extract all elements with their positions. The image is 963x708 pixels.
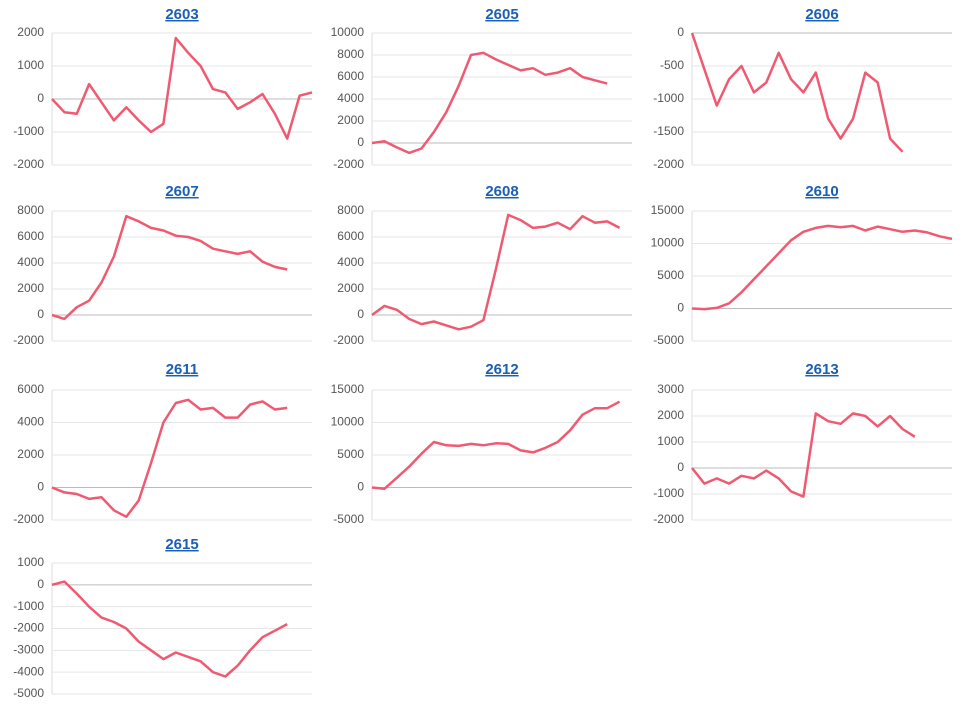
y-tick-label: 5000 <box>657 268 684 282</box>
y-tick-label: -2000 <box>333 333 364 347</box>
y-tick-label: -5000 <box>13 686 44 700</box>
y-tick-label: 0 <box>357 480 364 494</box>
chart-title[interactable]: 2612 <box>485 361 518 378</box>
y-tick-label: 8000 <box>337 47 364 61</box>
y-tick-label: 0 <box>37 577 44 591</box>
y-tick-label: -4000 <box>13 664 44 678</box>
y-tick-label: 6000 <box>337 229 364 243</box>
y-tick-label: 0 <box>677 301 684 315</box>
y-tick-label: 15000 <box>331 382 365 396</box>
y-tick-label: 10000 <box>651 236 685 250</box>
y-tick-label: -3000 <box>13 643 44 657</box>
y-tick-label: 0 <box>357 135 364 149</box>
y-tick-label: 10000 <box>331 25 365 39</box>
data-line <box>51 398 288 519</box>
y-tick-label: 4000 <box>337 255 364 269</box>
y-tick-label: -1000 <box>653 486 684 500</box>
y-tick-label: 0 <box>37 91 44 105</box>
y-tick-label: -5000 <box>333 512 364 526</box>
y-tick-label: 1000 <box>17 555 44 569</box>
y-tick-label: 4000 <box>337 91 364 105</box>
data-line <box>51 214 288 321</box>
y-tick-label: -1000 <box>653 91 684 105</box>
data-line <box>371 51 608 155</box>
y-tick-label: 0 <box>37 480 44 494</box>
y-tick-label: 15000 <box>651 203 685 217</box>
y-tick-label: -2000 <box>13 621 44 635</box>
y-tick-label: 2000 <box>657 408 684 422</box>
chart-title[interactable]: 2606 <box>805 6 838 23</box>
y-tick-label: 6000 <box>17 229 44 243</box>
y-tick-label: -2000 <box>13 512 44 526</box>
y-tick-label: -1000 <box>13 599 44 613</box>
y-tick-label: 2000 <box>337 281 364 295</box>
y-tick-label: 8000 <box>17 203 44 217</box>
y-tick-label: 1000 <box>657 434 684 448</box>
data-line <box>691 224 953 311</box>
y-tick-label: 2000 <box>17 281 44 295</box>
chart-title[interactable]: 2607 <box>165 183 198 200</box>
y-tick-label: 8000 <box>337 203 364 217</box>
y-tick-label: 3000 <box>657 382 684 396</box>
chart-title[interactable]: 2613 <box>805 361 838 378</box>
data-line <box>371 400 621 491</box>
y-tick-label: -2000 <box>13 333 44 347</box>
y-tick-label: 10000 <box>331 415 365 429</box>
chart-title[interactable]: 2615 <box>165 536 198 553</box>
y-tick-label: 0 <box>677 460 684 474</box>
data-line <box>51 36 313 140</box>
y-tick-label: 1000 <box>17 58 44 72</box>
data-line <box>371 213 621 331</box>
y-tick-label: 2000 <box>337 113 364 127</box>
data-line <box>690 32 904 153</box>
chart-title[interactable]: 2608 <box>485 183 518 200</box>
y-tick-label: -1500 <box>653 124 684 138</box>
y-tick-label: -2000 <box>653 512 684 526</box>
y-tick-label: 0 <box>37 307 44 321</box>
chart-title[interactable]: 2610 <box>805 183 838 200</box>
y-tick-label: -2000 <box>653 157 684 171</box>
y-tick-label: 6000 <box>17 382 44 396</box>
chart-title[interactable]: 2603 <box>165 6 198 23</box>
y-tick-label: 4000 <box>17 415 44 429</box>
data-line <box>691 412 916 498</box>
y-tick-label: 2000 <box>17 25 44 39</box>
y-tick-label: 5000 <box>337 447 364 461</box>
y-tick-label: 0 <box>357 307 364 321</box>
chart-title[interactable]: 2611 <box>166 361 199 378</box>
y-tick-label: 0 <box>677 25 684 39</box>
y-tick-label: -2000 <box>333 157 364 171</box>
y-tick-label: 2000 <box>17 447 44 461</box>
y-tick-label: 6000 <box>337 69 364 83</box>
chart-title[interactable]: 2605 <box>485 6 518 23</box>
y-tick-label: 4000 <box>17 255 44 269</box>
y-tick-label: -2000 <box>13 157 44 171</box>
y-tick-label: -500 <box>660 58 684 72</box>
y-tick-label: -5000 <box>653 333 684 347</box>
y-tick-label: -1000 <box>13 124 44 138</box>
data-line <box>51 580 288 678</box>
